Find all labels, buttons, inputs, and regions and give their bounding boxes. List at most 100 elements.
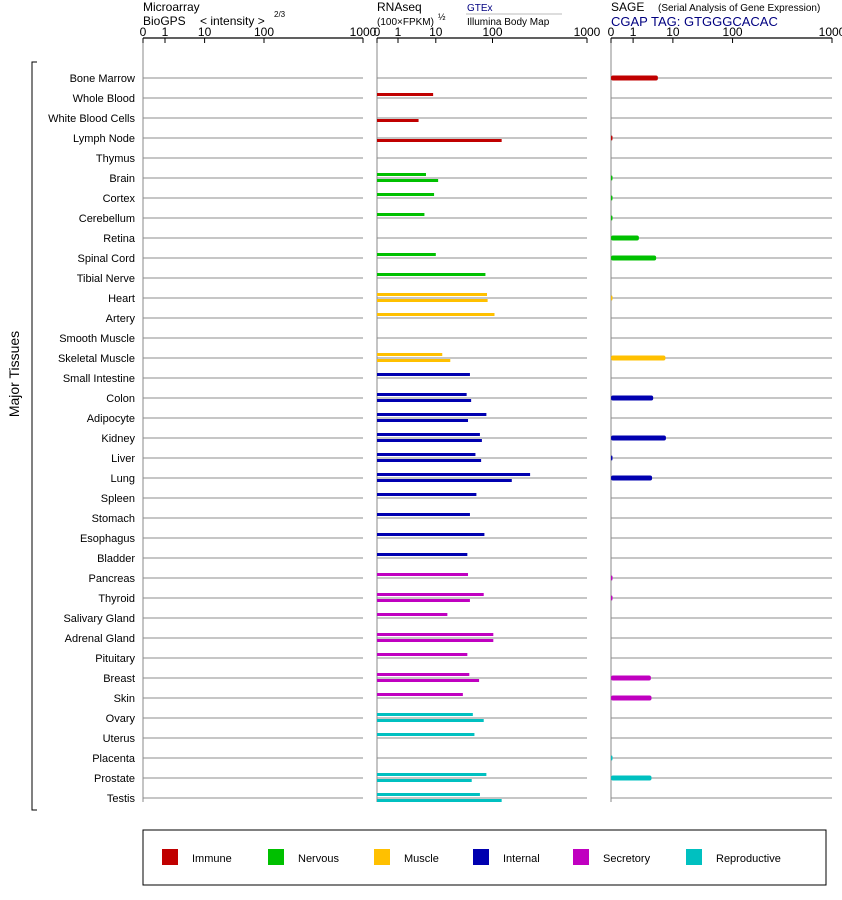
x-tick-label: 10 [198, 25, 212, 39]
illumina-bar [377, 139, 502, 142]
illumina-bar [377, 459, 482, 462]
tissue-label: Uterus [103, 733, 136, 745]
gtex-bar [377, 553, 468, 556]
sage-bar [611, 675, 651, 681]
x-tick-label: 100 [723, 25, 743, 39]
gtex-bar [377, 193, 435, 196]
sage-bar [611, 135, 613, 141]
tissue-label: Skin [114, 693, 135, 705]
rnaseq-exponent: ½ [438, 12, 446, 22]
tissue-label: Prostate [94, 773, 135, 785]
x-tick-label: 1000 [574, 25, 601, 39]
tissue-label: Pancreas [89, 573, 136, 585]
illumina-bar [377, 359, 451, 362]
gtex-bar [377, 253, 436, 256]
legend-label: Muscle [404, 853, 439, 865]
tissue-label: Thymus [96, 153, 136, 165]
panels: 011010010000110100100001101001000 [140, 25, 842, 802]
gtex-bar [377, 453, 476, 456]
rnaseq-units: (100×FPKM) [377, 17, 434, 28]
tissue-label: Ovary [106, 713, 136, 725]
tissue-label: Cerebellum [79, 213, 135, 225]
microarray-title: Microarray [143, 0, 200, 14]
legend-label: Nervous [298, 853, 339, 865]
gtex-bar [377, 593, 484, 596]
sage-bar [611, 695, 652, 701]
tissue-label: Artery [106, 313, 136, 325]
tissue-label: Spinal Cord [78, 253, 135, 265]
tissue-label: Placenta [92, 753, 136, 765]
sage-bar [611, 75, 658, 81]
sage-bar [611, 395, 654, 401]
tissue-label: Lymph Node [73, 133, 135, 145]
illumina-bar [377, 779, 472, 782]
gtex-bar [377, 173, 426, 176]
x-tick-label: 0 [140, 25, 147, 39]
legend-swatch [268, 849, 284, 865]
illumina-bar [377, 299, 488, 302]
tissue-label: Salivary Gland [63, 613, 135, 625]
legend-swatch [573, 849, 589, 865]
x-tick-label: 1 [395, 25, 402, 39]
illumina-bar [377, 439, 482, 442]
y-axis-group: Major Tissues Bone Marrow Whole Blood Whit… [6, 61, 136, 811]
illumina-bar [377, 599, 470, 602]
gtex-bar [377, 273, 486, 276]
tissue-label: Spleen [101, 493, 135, 505]
gtex-bar [377, 533, 485, 536]
illumina-bar [377, 479, 512, 482]
panel-2: 0 1 10 100 1000 [608, 25, 842, 802]
tissue-label: Tibial Nerve [77, 273, 135, 285]
sage-bar [611, 215, 613, 221]
tissue-label: Pituitary [95, 653, 135, 665]
tissue-label: Retina [103, 233, 136, 245]
gtex-bar [377, 313, 495, 316]
illumina-bar [377, 719, 484, 722]
legend-swatch [473, 849, 489, 865]
x-tick-label: 0 [374, 25, 381, 39]
tissue-label: Whole Blood [73, 93, 135, 105]
gtex-bar [377, 653, 468, 656]
gtex-bar [377, 353, 443, 356]
tissue-label: Adrenal Gland [65, 633, 135, 645]
intensity-label: < intensity > [200, 14, 265, 28]
legend-swatch [686, 849, 702, 865]
gtex-bar [377, 793, 480, 796]
illumina-bar [377, 399, 472, 402]
x-tick-label: 1000 [350, 25, 377, 39]
gtex-bar [377, 613, 448, 616]
sage-bar [611, 595, 613, 601]
tissue-label: Breast [103, 673, 135, 685]
gtex-bar [377, 673, 470, 676]
x-tick-label: 10 [429, 25, 443, 39]
gtex-bar [377, 573, 469, 576]
illumina-label: Illumina Body Map [467, 17, 550, 28]
tissue-label: White Blood Cells [48, 113, 135, 125]
panel-headers: Microarray BioGPS < intensity > 2/3 RNAs… [143, 0, 820, 29]
gtex-bar [377, 773, 487, 776]
illumina-bar [377, 679, 480, 682]
tissue-label: Kidney [101, 433, 135, 445]
gtex-bar [377, 293, 488, 296]
sage-title: SAGE [611, 0, 644, 14]
sage-tag: CGAP TAG: GTGGGCACAC [611, 14, 778, 29]
y-axis-label: Major Tissues [6, 331, 22, 417]
x-tick-label: 1 [630, 25, 637, 39]
rnaseq-title: RNAseq [377, 0, 422, 14]
x-tick-label: 100 [254, 25, 274, 39]
gtex-bar [377, 633, 494, 636]
illumina-bar [377, 419, 469, 422]
panel-0: 0 1 10 100 1000 [140, 25, 377, 802]
tissue-label: Colon [106, 393, 135, 405]
gtex-bar [377, 413, 487, 416]
legend-label: Immune [192, 853, 232, 865]
illumina-bar [377, 179, 439, 182]
x-tick-label: 100 [482, 25, 502, 39]
tissue-label: Stomach [92, 513, 135, 525]
tissue-label: Skeletal Muscle [58, 353, 135, 365]
legend-label: Internal [503, 853, 540, 865]
sage-bar [611, 195, 613, 201]
sage-bar [611, 775, 652, 781]
gtex-bar [377, 493, 477, 496]
